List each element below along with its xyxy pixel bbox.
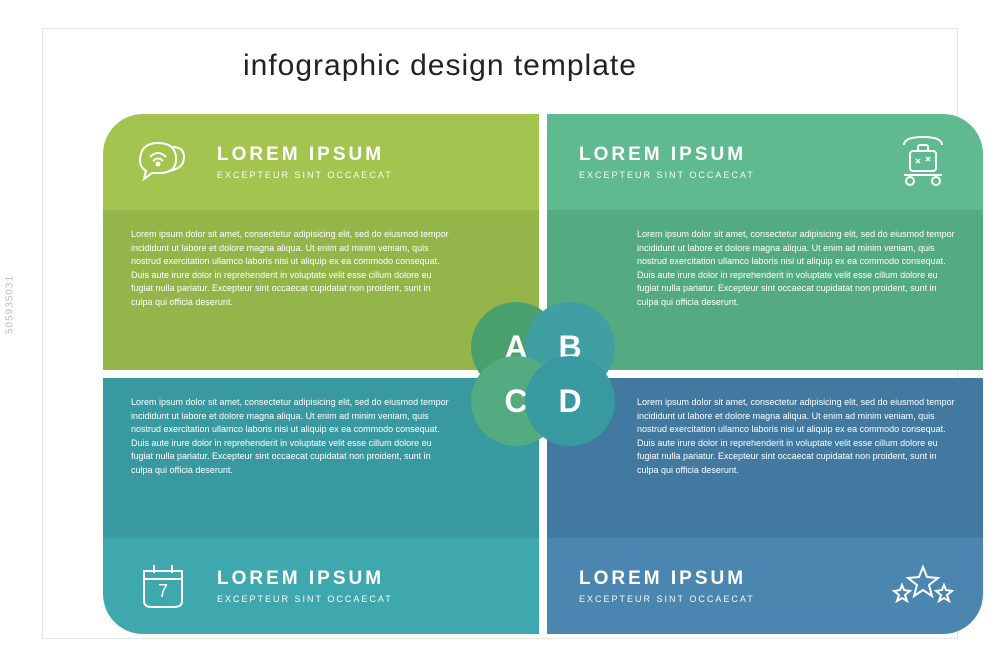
page-title: infographic design template <box>243 49 637 83</box>
card-a-header: LOREM IPSUM EXCEPTEUR SINT OCCAECAT <box>103 114 539 210</box>
card-a: LOREM IPSUM EXCEPTEUR SINT OCCAECAT Lore… <box>103 114 539 370</box>
card-d-letter: D <box>558 383 581 420</box>
calendar-icon: 7 <box>121 551 205 621</box>
card-grid: LOREM IPSUM EXCEPTEUR SINT OCCAECAT Lore… <box>103 114 983 634</box>
card-b-header: LOREM IPSUM EXCEPTEUR SINT OCCAECAT <box>547 114 983 210</box>
card-b-subtitle: EXCEPTEUR SINT OCCAECAT <box>579 170 869 180</box>
card-d-title: LOREM IPSUM <box>579 568 869 590</box>
card-c: Lorem ipsum dolor sit amet, consectetur … <box>103 378 539 634</box>
card-d: Lorem ipsum dolor sit amet, consectetur … <box>547 378 983 634</box>
card-b-title: LOREM IPSUM <box>579 144 869 166</box>
card-c-header: 7 LOREM IPSUM EXCEPTEUR SINT OCCAECAT <box>103 538 539 634</box>
card-d-letter-badge: D <box>525 356 615 446</box>
card-d-header: LOREM IPSUM EXCEPTEUR SINT OCCAECAT <box>547 538 983 634</box>
stars-icon <box>881 551 965 621</box>
luggage-cart-icon <box>881 127 965 197</box>
card-b-body-text: Lorem ipsum dolor sit amet, consectetur … <box>547 210 983 327</box>
card-c-title: LOREM IPSUM <box>217 568 393 590</box>
outer-frame: infographic design template <box>42 28 958 639</box>
watermark: 505935031 <box>5 274 16 333</box>
card-c-subtitle: EXCEPTEUR SINT OCCAECAT <box>217 594 393 604</box>
card-a-body-text: Lorem ipsum dolor sit amet, consectetur … <box>103 210 539 327</box>
card-d-subtitle: EXCEPTEUR SINT OCCAECAT <box>579 594 869 604</box>
card-a-title: LOREM IPSUM <box>217 144 393 166</box>
wifi-chat-icon <box>121 127 205 197</box>
card-b: LOREM IPSUM EXCEPTEUR SINT OCCAECAT Lore… <box>547 114 983 370</box>
card-a-subtitle: EXCEPTEUR SINT OCCAECAT <box>217 170 393 180</box>
svg-text:7: 7 <box>158 581 168 601</box>
